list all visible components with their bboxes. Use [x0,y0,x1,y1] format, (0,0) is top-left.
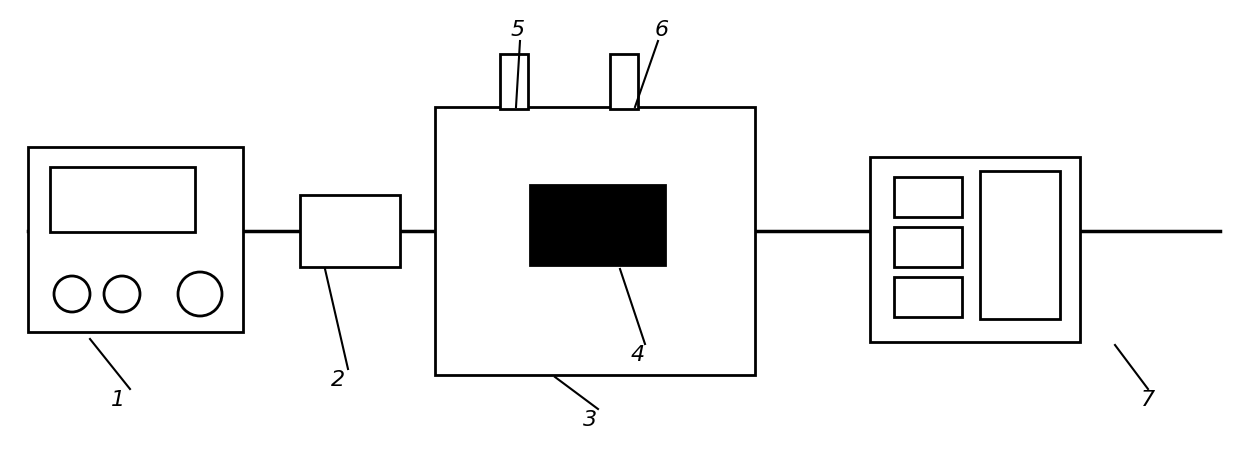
Text: 6: 6 [655,20,670,40]
Bar [500,55,528,110]
Text: 2: 2 [331,369,345,389]
Bar [435,108,755,375]
Text: 1: 1 [110,389,125,409]
Bar [870,158,1080,342]
Bar [529,186,665,265]
Bar [50,168,195,232]
Bar [29,148,243,332]
Text: 7: 7 [1141,389,1156,409]
Bar [894,277,962,317]
Bar [894,178,962,218]
Bar [980,172,1060,319]
Text: 4: 4 [631,344,645,364]
Circle shape [104,276,140,313]
Circle shape [179,272,222,316]
Bar [300,195,401,268]
Text: 5: 5 [511,20,525,40]
Bar [894,227,962,268]
Text: 3: 3 [583,409,598,429]
Circle shape [55,276,91,313]
Bar [610,55,639,110]
